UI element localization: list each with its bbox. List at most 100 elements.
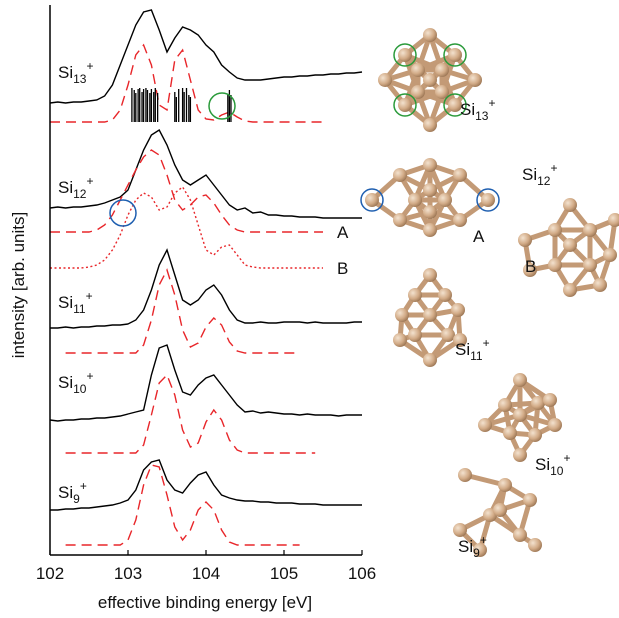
atom [408,193,422,207]
structure-label: B [525,257,536,276]
atom [441,328,455,342]
atom [378,73,392,87]
charge: + [86,369,93,383]
atom [398,48,412,62]
spectrum-line [50,150,323,232]
atom [408,288,422,302]
size: 9 [73,492,80,506]
atom [423,73,437,87]
atom [395,308,409,322]
atom [393,168,407,182]
spectrum-line [50,345,362,421]
atom [603,248,617,262]
atom [458,468,472,482]
size: 12 [537,174,551,188]
atom [563,283,577,297]
atom [438,288,452,302]
x-tick-label: 104 [192,564,220,583]
atom [518,233,532,247]
spectrum-line [66,465,300,545]
atom [543,393,557,407]
x-tick-label: 106 [348,564,376,583]
spectrum-line [50,130,362,218]
charge: + [563,451,570,465]
atom [453,523,467,537]
atom [423,118,437,132]
element: Si [58,293,73,312]
spectrum-line [50,187,323,268]
atom [493,503,507,517]
y-axis-label: intensity [arb. units] [9,212,28,358]
atom [548,258,562,272]
plot: AB [50,10,362,545]
atom [451,303,465,317]
cluster-label: Si11+ [58,289,93,316]
size: 10 [550,464,564,478]
spectrum-line [66,270,300,353]
size: 13 [73,72,87,86]
atom [423,308,437,322]
size: 11 [470,349,483,363]
cluster-label: Si10+ [535,451,571,478]
atom [583,258,597,272]
atom [398,98,412,112]
atom [593,278,607,292]
atom [423,183,437,197]
atom [435,63,449,77]
charge: + [483,336,490,350]
spectrum-line [66,375,316,453]
element: Si [58,483,73,502]
atom [478,418,492,432]
atom [498,398,512,412]
cluster-label: Si10+ [58,369,94,396]
structure-label: A [473,227,485,246]
element: Si [458,537,473,556]
atom [563,238,577,252]
atom [583,223,597,237]
atom [423,28,437,42]
charge: + [86,289,93,303]
atom [481,193,495,207]
atom [393,333,407,347]
atom [423,353,437,367]
figure: AB effective binding energy [eV] intensi… [0,0,619,618]
atom [408,328,422,342]
element: Si [522,165,537,184]
atom [528,538,542,552]
atom [523,493,537,507]
charge: + [480,533,487,547]
atom [423,158,437,172]
cluster [365,158,495,237]
cluster-label: Si9+ [58,479,87,506]
atom [411,63,425,77]
x-tick-label: 102 [36,564,64,583]
cluster-label: Si11+ [455,336,490,363]
atom [513,528,527,542]
atom [528,428,542,442]
cluster-label: Si13+ [460,96,496,123]
atom [563,198,577,212]
cluster-label: Si12+ [522,161,558,188]
x-axis-label: effective binding energy [eV] [98,593,312,612]
atom [448,48,462,62]
series-label: B [337,259,348,278]
spectrum-line [50,10,362,103]
size: 9 [473,546,480,560]
charge: + [80,479,87,493]
size: 10 [73,382,87,396]
atom [513,408,527,422]
atom [453,168,467,182]
x-tick-label: 103 [114,564,142,583]
atom [548,418,562,432]
atom [423,223,437,237]
element: Si [455,340,470,359]
atom [608,213,619,227]
charge: + [86,174,93,188]
element: Si [58,178,73,197]
element: Si [460,100,475,119]
element: Si [535,455,550,474]
atom [503,426,517,440]
charge: + [488,96,495,110]
size: 11 [73,302,86,316]
series-label: A [337,223,349,242]
